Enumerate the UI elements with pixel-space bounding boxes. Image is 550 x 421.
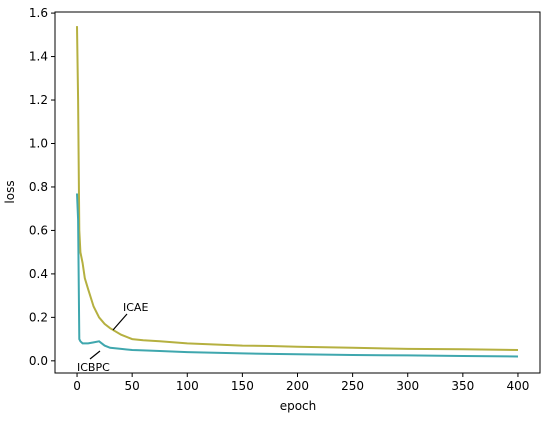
- x-tick-label: 200: [286, 379, 309, 393]
- y-tick-label: 0.0: [29, 354, 48, 368]
- y-tick-label: 1.0: [29, 136, 48, 150]
- x-tick-label: 0: [73, 379, 81, 393]
- annotation: ICBPC: [77, 361, 110, 374]
- series-line: [76, 26, 519, 351]
- x-tick-label: 250: [341, 379, 364, 393]
- y-tick-label: 1.2: [29, 93, 48, 107]
- y-tick-label: 1.4: [29, 50, 48, 64]
- y-axis-label: loss: [3, 180, 17, 203]
- x-tick-label: 400: [507, 379, 530, 393]
- annotation: ICAE: [123, 301, 148, 314]
- plot-frame: [54, 11, 541, 374]
- y-tick-label: 1.6: [29, 6, 48, 20]
- x-tick-label: 150: [231, 379, 254, 393]
- series-line: [76, 193, 519, 358]
- x-tick-label: 100: [176, 379, 199, 393]
- x-tick-label: 350: [451, 379, 474, 393]
- y-tick-label: 0.8: [29, 180, 48, 194]
- y-tick-label: 0.6: [29, 223, 48, 237]
- x-tick-label: 300: [396, 379, 419, 393]
- y-tick-label: 0.2: [29, 310, 48, 324]
- x-tick-label: 50: [125, 379, 140, 393]
- y-tick-label: 0.4: [29, 267, 48, 281]
- x-axis-label: epoch: [280, 399, 317, 413]
- annotation-arrow: [112, 313, 128, 331]
- annotation-arrow: [89, 350, 101, 360]
